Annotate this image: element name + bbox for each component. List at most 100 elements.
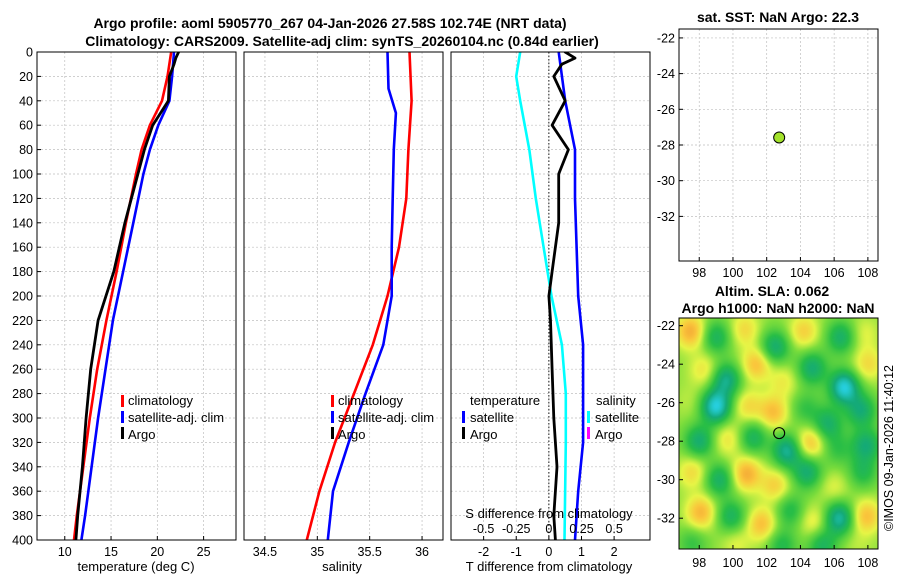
series-line-satellite-adj-clim (80, 52, 176, 540)
legend-mark-argo (121, 427, 124, 439)
legend-mark-climatology (121, 395, 124, 407)
temperature-xlabel: temperature (deg C) (77, 559, 194, 574)
y-tick-label: 60 (19, 119, 33, 133)
y-tick-label: -32 (657, 210, 675, 224)
sla-map-subtitle: Argo h1000: NaN h2000: NaN (682, 300, 875, 316)
legend-mark-s-satellite (587, 411, 590, 423)
legend-t-argo: Argo (470, 427, 497, 442)
series-line-t-satellite (557, 52, 585, 540)
y-tick-label: -30 (657, 174, 675, 188)
sst-map-panel: sat. SST: NaN Argo: 22.3 -22 -24 -26 -28 -30… (657, 9, 879, 280)
legend-mark-t-satellite (462, 411, 465, 423)
salinity-axes (243, 51, 444, 541)
x-tick-label: 102 (756, 266, 777, 280)
x-tick-label: 15 (104, 545, 118, 559)
sla-map-panel: Altim. SLA: 0.062 Argo h1000: NaN h2000:… (657, 283, 879, 570)
s-difference-label: S difference from climatology (465, 506, 633, 521)
y-tick-label: 140 (12, 216, 33, 230)
sst-map-title: sat. SST: NaN Argo: 22.3 (697, 9, 859, 25)
sla-map-title: Altim. SLA: 0.062 (715, 283, 830, 299)
y-tick-label: 40 (19, 94, 33, 108)
y-tick-label: 120 (12, 192, 33, 206)
series-line-t-argo (547, 52, 577, 540)
y-tick-label: -24 (657, 358, 675, 372)
x-tick-label: 36 (415, 545, 429, 559)
secondary-x-tick-label: 0 (545, 522, 552, 536)
x-tick-label: 20 (150, 545, 164, 559)
difference-panel: -2 -1 0 1 2 -0.5 -0.25 0 0.25 0.5 S difference f… (450, 51, 651, 574)
argo-position-point (773, 131, 786, 144)
legend-climatology: climatology (338, 393, 404, 408)
legend-argo: Argo (338, 427, 365, 442)
legend-title-salinity: salinity (596, 393, 636, 408)
y-tick-label: 400 (12, 534, 33, 548)
x-tick-label: 108 (857, 266, 878, 280)
legend-mark-climatology (331, 395, 334, 407)
y-tick-label: 100 (12, 168, 33, 182)
x-tick-label: -1 (511, 545, 522, 559)
x-tick-label: 106 (824, 266, 845, 280)
y-tick-label: -32 (657, 512, 675, 526)
y-tick-label: -26 (657, 396, 675, 410)
y-tick-label: 20 (19, 70, 33, 84)
legend-satellite-adj: satellite-adj. clim (338, 410, 434, 425)
legend-s-argo: Argo (595, 427, 622, 442)
x-tick-label: -2 (478, 545, 489, 559)
temperature-legend: climatology satellite-adj. clim Argo (121, 393, 224, 442)
legend-s-satellite: satellite (595, 410, 639, 425)
y-tick-label: 220 (12, 314, 33, 328)
y-tick-label: 300 (12, 412, 33, 426)
y-tick-label: 0 (26, 46, 33, 60)
legend-argo: Argo (128, 427, 155, 442)
secondary-x-tick-label: 0.25 (569, 522, 593, 536)
legend-mark-t-argo (462, 427, 465, 439)
x-tick-label: 98 (692, 266, 706, 280)
series-line-satellite-adj-clim (326, 52, 398, 540)
x-tick-label: 106 (824, 556, 845, 570)
legend-t-satellite: satellite (470, 410, 514, 425)
y-tick-label: -22 (657, 31, 675, 45)
x-tick-label: 1 (578, 545, 585, 559)
legend-satellite-adj: satellite-adj. clim (128, 410, 224, 425)
y-tick-label: 360 (12, 485, 33, 499)
x-tick-label: 104 (790, 556, 811, 570)
x-tick-label: 108 (857, 556, 878, 570)
salinity-xlabel: salinity (322, 559, 362, 574)
temperature-panel: 0 20 40 60 80 100 120 140 160 180 200 220 240 260 280 3… (12, 46, 237, 574)
salinity-panel: 34.5 35 35.5 36 salinity climatology satell… (243, 51, 444, 574)
x-tick-label: 0 (545, 545, 552, 559)
x-tick-label: 104 (790, 266, 811, 280)
y-tick-label: 280 (12, 387, 33, 401)
imos-credit: ©IMOS 09-Jan-2026 11:40:12 (882, 365, 896, 531)
main-title: Argo profile: aoml 5905770_267 04-Jan-20… (93, 15, 566, 31)
y-tick-label: -26 (657, 103, 675, 117)
y-tick-label: 200 (12, 290, 33, 304)
difference-legend: temperature satellite Argo salinity sate… (462, 393, 639, 442)
y-tick-label: 160 (12, 241, 33, 255)
legend-climatology: climatology (128, 393, 194, 408)
difference-axes (450, 51, 651, 541)
x-tick-label: 34.5 (253, 545, 277, 559)
secondary-x-tick-label: -0.25 (502, 522, 531, 536)
y-tick-label: -24 (657, 67, 675, 81)
y-tick-label: -30 (657, 473, 675, 487)
y-tick-label: 340 (12, 460, 33, 474)
y-tick-label: 380 (12, 509, 33, 523)
secondary-x-tick-label: 0.5 (605, 522, 622, 536)
y-tick-label: 260 (12, 363, 33, 377)
y-tick-label: 320 (12, 436, 33, 450)
x-tick-label: 35 (310, 545, 324, 559)
legend-mark-satellite-adj (121, 411, 124, 423)
legend-mark-satellite-adj (331, 411, 334, 423)
x-tick-label: 2 (611, 545, 618, 559)
salinity-legend: climatology satellite-adj. clim Argo (331, 393, 434, 442)
x-tick-label: 100 (723, 556, 744, 570)
legend-mark-s-argo (587, 427, 590, 439)
y-tick-label: 240 (12, 338, 33, 352)
legend-mark-argo (331, 427, 334, 439)
x-tick-label: 100 (723, 266, 744, 280)
climatology-subtitle: Climatology: CARS2009. Satellite-adj cli… (85, 33, 599, 49)
secondary-x-tick-label: -0.5 (473, 522, 495, 536)
y-tick-label: -28 (657, 435, 675, 449)
